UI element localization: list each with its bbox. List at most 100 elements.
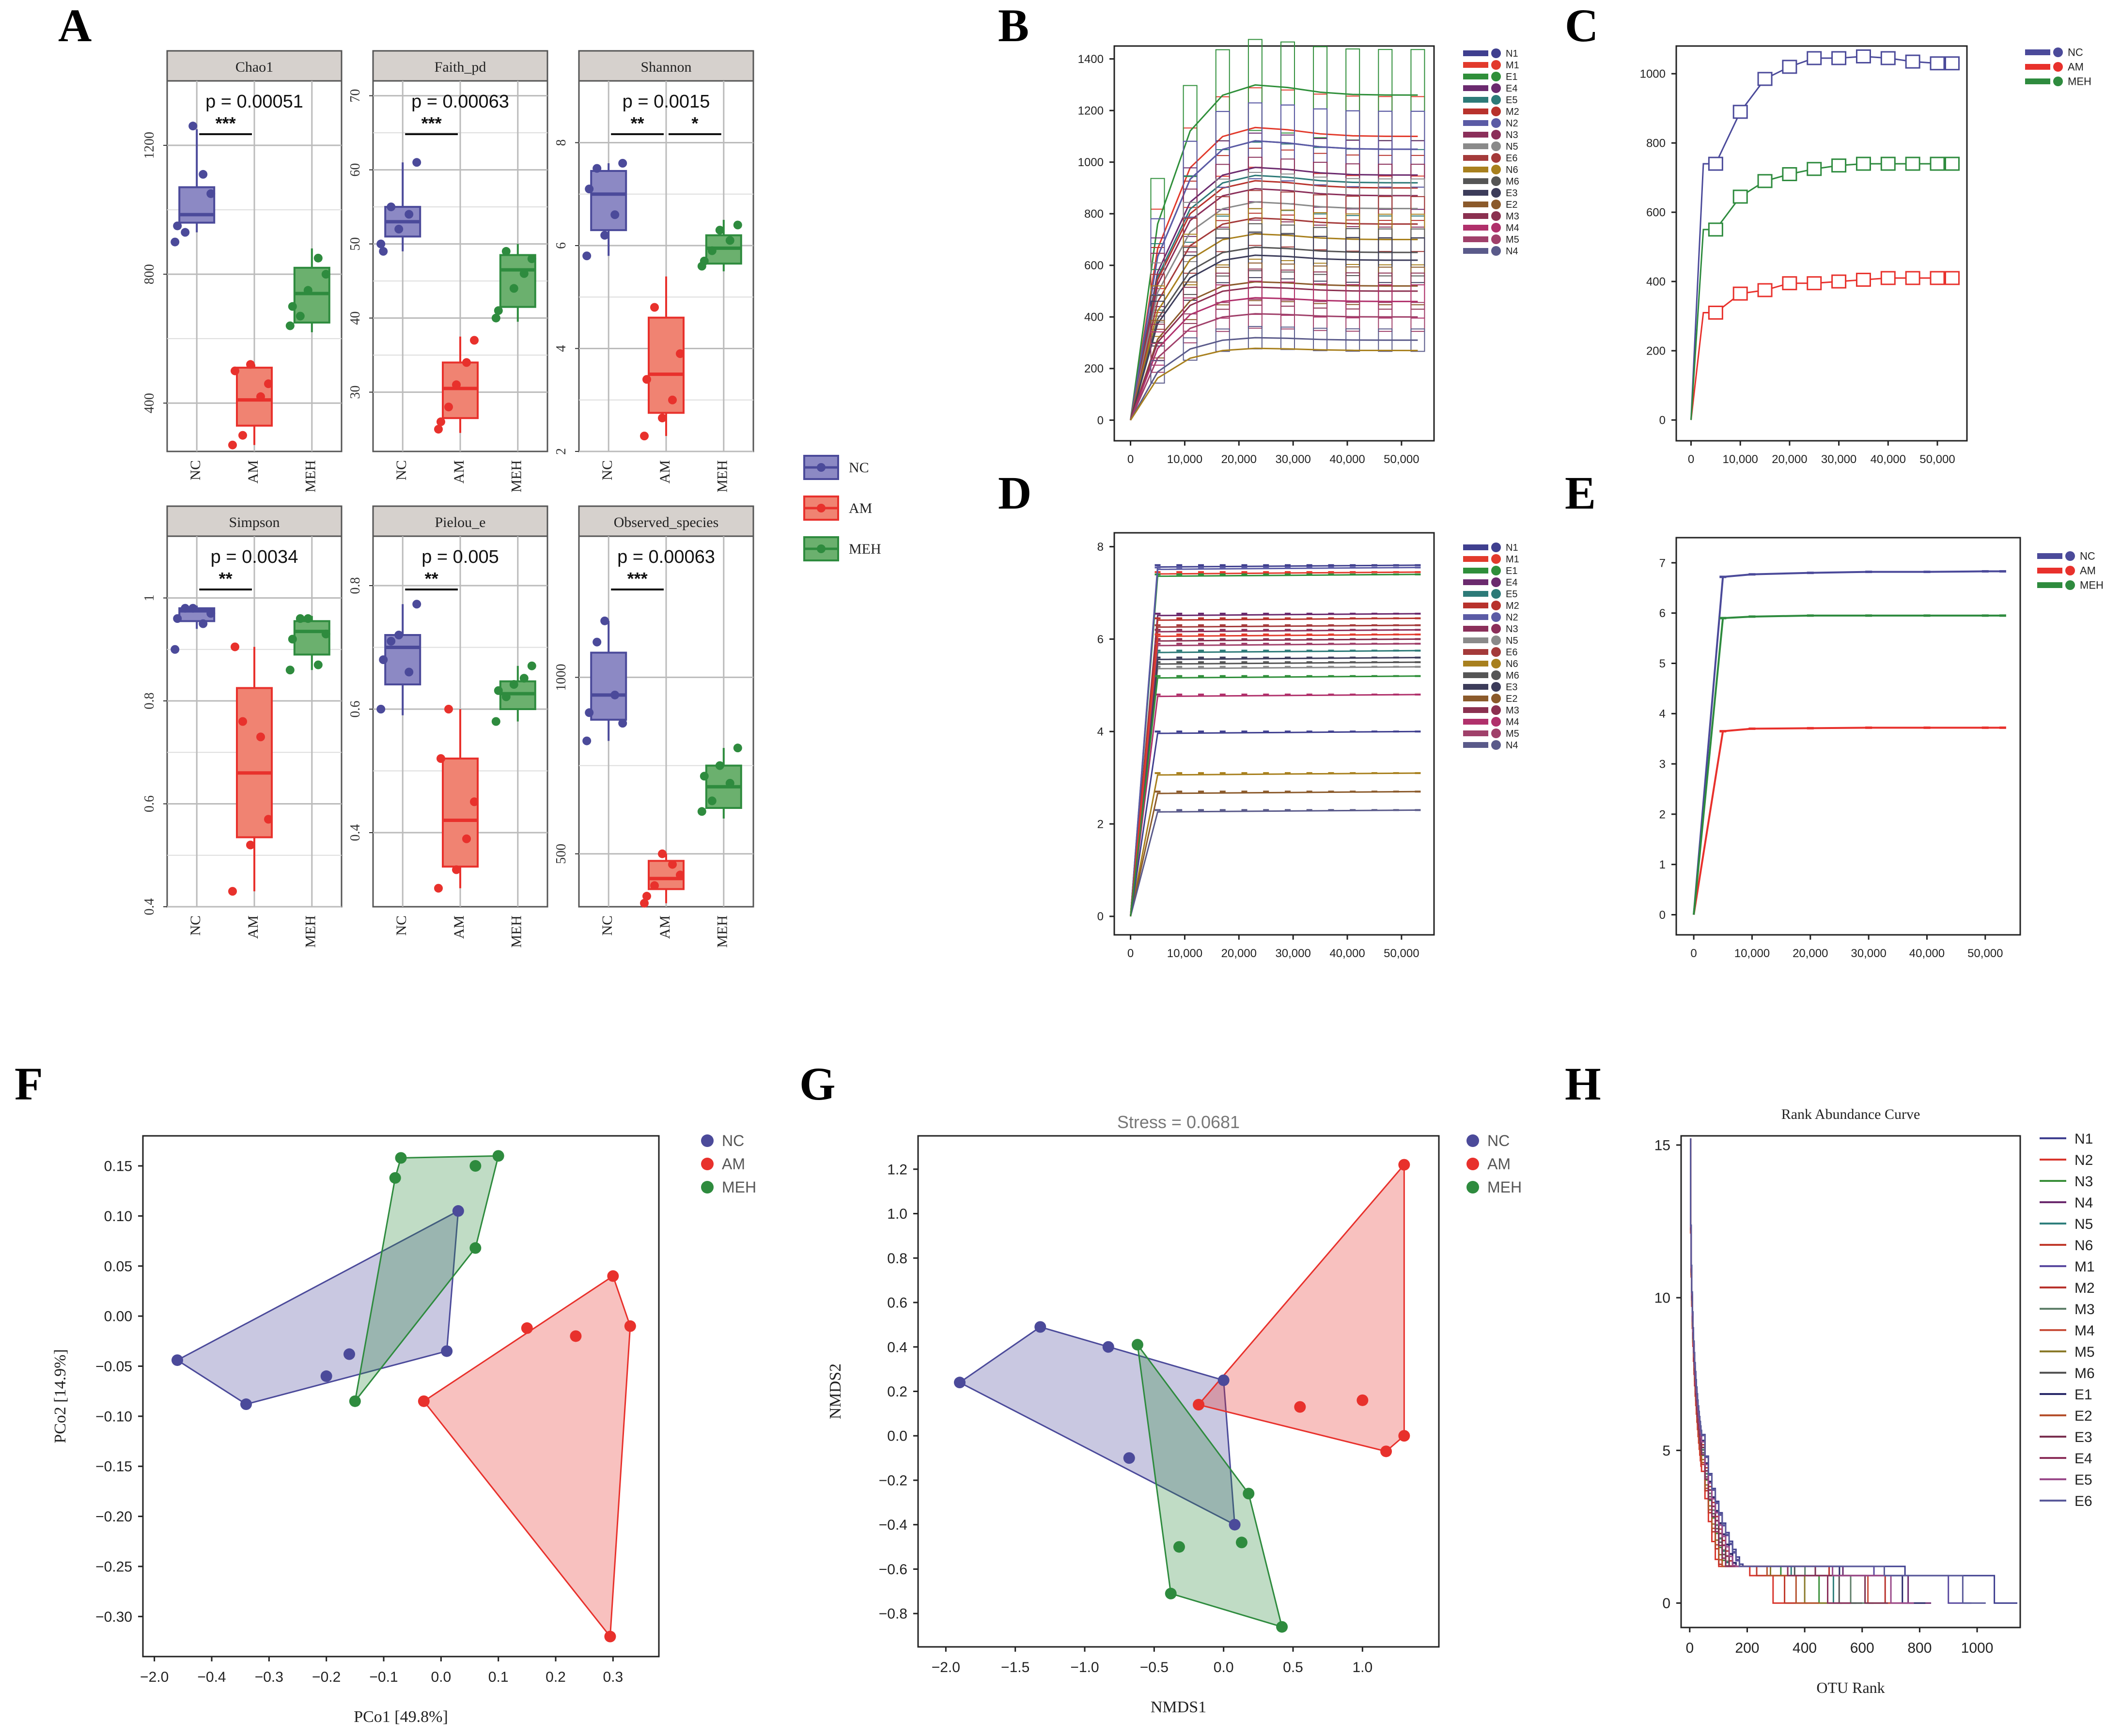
- y-tick-label: 3: [1659, 758, 1666, 771]
- legend-dot: [1491, 647, 1501, 657]
- point-meh: [1131, 1339, 1143, 1351]
- data-point: [519, 674, 529, 683]
- x-tick-label: 0.0: [431, 1669, 451, 1685]
- y-tick-label: 1: [142, 595, 157, 602]
- y-tick-label: −0.25: [95, 1559, 132, 1575]
- data-point: [387, 636, 396, 646]
- plot-frame: [1675, 537, 2021, 936]
- y-tick-label: 1000: [1078, 156, 1104, 169]
- box-am: [442, 758, 479, 868]
- y-tick-label: 30: [348, 386, 363, 399]
- y-tick-label: 2: [554, 448, 569, 455]
- panel-g-nmds: −2.0 −1.5 −1.0 −0.5 0.0 0.5 1.0 1.2 1.0 0.8 0.6 0.4…: [827, 1112, 1522, 1716]
- legend-label: NC: [1487, 1132, 1510, 1149]
- y-tick-label: 0.4: [348, 824, 363, 841]
- x-tick-label: 0.0: [1214, 1659, 1234, 1675]
- x-group-label: AM: [245, 915, 261, 939]
- y-tick-label: 0.8: [142, 693, 157, 710]
- x-tick-label: −1.5: [1001, 1659, 1029, 1675]
- rarefaction-box: [1757, 72, 1773, 86]
- data-point: [642, 375, 651, 384]
- rarefaction-box: [1708, 222, 1723, 237]
- rarefaction-box: [1345, 284, 1360, 319]
- data-point: [501, 247, 511, 256]
- box-am: [236, 367, 273, 427]
- legend-label: E1: [1506, 72, 1517, 82]
- data-point: [725, 236, 734, 245]
- legend-dot: [1491, 554, 1501, 564]
- rarefaction-box: [1150, 360, 1165, 384]
- legend-dot: [1491, 72, 1501, 81]
- y-tick-label: −0.30: [95, 1609, 132, 1625]
- point-nc: [1102, 1341, 1114, 1353]
- x-axis-label: OTU Rank: [1816, 1679, 1885, 1696]
- rarefaction-box: [1183, 140, 1198, 218]
- panel-label-c: C: [1565, 0, 1598, 51]
- rarefaction-box: [1345, 237, 1360, 283]
- data-point: [238, 431, 247, 440]
- panel-label-g: G: [799, 1058, 836, 1110]
- facet-title: Chao1: [235, 59, 273, 75]
- rarefaction-line: [1130, 174, 1418, 420]
- plot-frame: [917, 1135, 1440, 1648]
- legend-dot: [1491, 728, 1501, 738]
- point-meh: [395, 1152, 407, 1164]
- significance-stars: **: [219, 569, 233, 589]
- x-tick-label: 1000: [1961, 1640, 1994, 1656]
- rarefaction-line: [1130, 254, 1418, 420]
- legend-dot: [1491, 141, 1501, 151]
- legend-label: E5: [1506, 589, 1517, 600]
- legend-dot: [1491, 200, 1501, 209]
- legend-dot: [1491, 624, 1501, 634]
- data-point: [394, 225, 404, 233]
- y-tick-label: 70: [348, 89, 363, 103]
- data-point: [412, 600, 421, 609]
- x-group-label: MEH: [303, 915, 319, 948]
- x-tick-label: 0: [1127, 453, 1134, 466]
- rarefaction-line: [1130, 201, 1418, 420]
- rarefaction-box: [1757, 174, 1773, 188]
- point-am: [607, 1270, 619, 1282]
- legend-dot: [1491, 577, 1501, 587]
- y-tick-label: −0.4: [879, 1517, 907, 1533]
- legend-label: M6: [1506, 670, 1519, 681]
- facet-title: Shannon: [641, 59, 692, 75]
- y-tick-label: 1400: [1078, 53, 1104, 66]
- legend-swatch: [1463, 591, 1488, 597]
- point-am: [1357, 1394, 1369, 1406]
- legend-swatch: [1463, 74, 1488, 79]
- legend-label: N3: [1506, 624, 1518, 635]
- x-tick-label: 50,000: [1919, 453, 1955, 466]
- legend-dot: [1491, 659, 1501, 668]
- y-tick-label: 7: [1659, 557, 1666, 570]
- legend-dot: [1491, 176, 1501, 186]
- rarefaction-line: [1130, 180, 1418, 420]
- y-tick-label: −0.8: [879, 1606, 907, 1622]
- legend-swatch: [1463, 544, 1488, 550]
- y-tick-label: −0.20: [95, 1509, 132, 1525]
- y-tick-label: 15: [1654, 1137, 1670, 1153]
- data-point: [715, 226, 724, 235]
- y-tick-label: −0.2: [879, 1472, 907, 1488]
- legend-label: E4: [1506, 577, 1517, 588]
- y-tick-label: 600: [1084, 259, 1104, 272]
- data-point: [593, 637, 602, 647]
- legend-swatch: [2025, 49, 2050, 55]
- rarefaction-line: [1130, 167, 1418, 420]
- point-meh: [469, 1242, 482, 1254]
- data-point: [238, 717, 247, 726]
- data-point: [321, 629, 330, 638]
- p-value: p = 0.00051: [205, 92, 303, 112]
- legend-swatch: [1463, 672, 1488, 678]
- x-tick-label: 50,000: [1384, 453, 1419, 466]
- data-point: [610, 210, 620, 219]
- box-meh: [293, 620, 330, 656]
- data-point: [181, 228, 190, 237]
- box-am: [648, 316, 685, 414]
- plot-title: Stress = 0.0681: [1117, 1112, 1240, 1132]
- legend-label: M4: [2074, 1323, 2095, 1339]
- significance-stars: **: [425, 569, 438, 589]
- legend-swatch: [1463, 707, 1488, 713]
- legend-dot: [2053, 47, 2063, 57]
- rarefaction-box: [1856, 156, 1871, 171]
